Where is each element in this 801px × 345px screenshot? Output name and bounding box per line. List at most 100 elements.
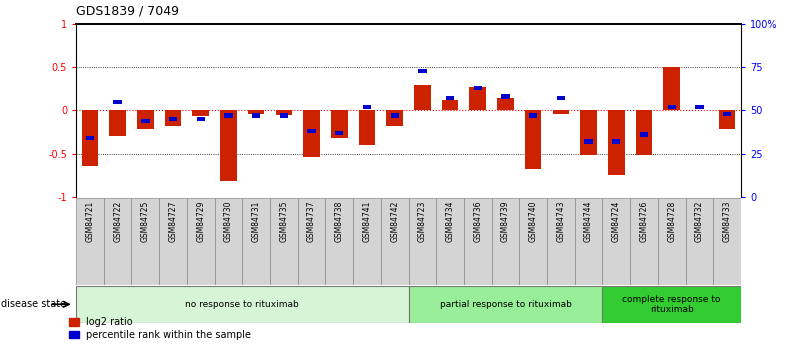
Bar [473,86,482,90]
Text: GSM84725: GSM84725 [141,201,150,242]
Bar [575,198,602,285]
Bar [192,110,209,117]
Bar [359,110,375,145]
Text: GSM84743: GSM84743 [557,201,566,243]
Bar [585,139,593,144]
Bar [414,85,431,110]
Text: GSM84731: GSM84731 [252,201,260,242]
Bar [580,110,597,155]
Bar [391,114,399,118]
Bar [304,110,320,157]
Bar [165,110,181,126]
Bar [131,198,159,285]
Bar [557,96,565,100]
Legend: log2 ratio, percentile rank within the sample: log2 ratio, percentile rank within the s… [69,317,252,340]
Bar [602,198,630,285]
Bar [242,198,270,285]
Text: GSM84729: GSM84729 [196,201,205,242]
Text: GSM84740: GSM84740 [529,201,537,243]
Bar [636,110,652,155]
Text: GSM84721: GSM84721 [86,201,95,242]
Bar [437,198,464,285]
Bar [270,198,298,285]
Text: GSM84739: GSM84739 [501,201,510,243]
Bar [248,110,264,114]
Bar [525,110,541,169]
Bar [137,110,154,129]
Bar [104,198,131,285]
Bar [159,198,187,285]
Bar [308,129,316,133]
Bar [187,198,215,285]
Text: GSM84738: GSM84738 [335,201,344,242]
Bar [114,100,122,104]
Text: complete response to
rituximab: complete response to rituximab [622,295,721,314]
Text: GSM84723: GSM84723 [418,201,427,242]
Text: GSM84727: GSM84727 [168,201,178,242]
Text: GSM84734: GSM84734 [445,201,454,243]
Text: GSM84741: GSM84741 [363,201,372,242]
Bar [252,114,260,118]
Bar [519,198,547,285]
Bar [464,198,492,285]
Text: GSM84733: GSM84733 [723,201,731,243]
Bar [658,198,686,285]
Bar [718,110,735,129]
Bar [276,110,292,115]
Bar [602,286,741,323]
Bar [409,286,602,323]
Bar [109,110,126,136]
Bar [220,110,237,181]
Text: GSM84722: GSM84722 [113,201,122,242]
Bar [547,198,575,285]
Bar [325,198,353,285]
Bar [667,105,676,109]
Text: GSM84724: GSM84724 [612,201,621,242]
Bar [608,110,625,175]
Text: GSM84728: GSM84728 [667,201,676,242]
Bar [695,105,703,109]
Bar [280,114,288,118]
Text: GSM84742: GSM84742 [390,201,399,242]
Text: GSM84737: GSM84737 [307,201,316,243]
Bar [76,198,104,285]
Text: GDS1839 / 7049: GDS1839 / 7049 [76,4,179,17]
Bar [353,198,380,285]
Text: GSM84744: GSM84744 [584,201,593,243]
Bar [469,87,486,110]
Bar [713,198,741,285]
Bar [380,198,409,285]
Bar [501,95,509,99]
Text: disease state: disease state [1,299,66,309]
Bar [723,112,731,116]
Bar [76,286,409,323]
Bar [409,198,437,285]
Bar [169,117,177,121]
Bar [141,119,150,123]
Bar [363,105,371,109]
Bar [663,67,680,110]
Bar [529,114,537,118]
Bar [630,198,658,285]
Text: partial response to rituximab: partial response to rituximab [440,300,571,309]
Text: GSM84735: GSM84735 [280,201,288,243]
Bar [612,139,621,144]
Bar [335,131,344,135]
Bar [196,117,205,121]
Bar [442,100,458,110]
Bar [640,132,648,137]
Bar [215,198,242,285]
Bar [446,96,454,100]
Bar [418,69,426,73]
Bar [331,110,348,138]
Bar [86,136,94,140]
Bar [386,110,403,126]
Text: GSM84736: GSM84736 [473,201,482,243]
Text: GSM84732: GSM84732 [695,201,704,242]
Bar [298,198,325,285]
Bar [497,98,513,110]
Bar [553,110,570,114]
Text: GSM84730: GSM84730 [224,201,233,243]
Bar [492,198,519,285]
Text: no response to rituximab: no response to rituximab [185,300,300,309]
